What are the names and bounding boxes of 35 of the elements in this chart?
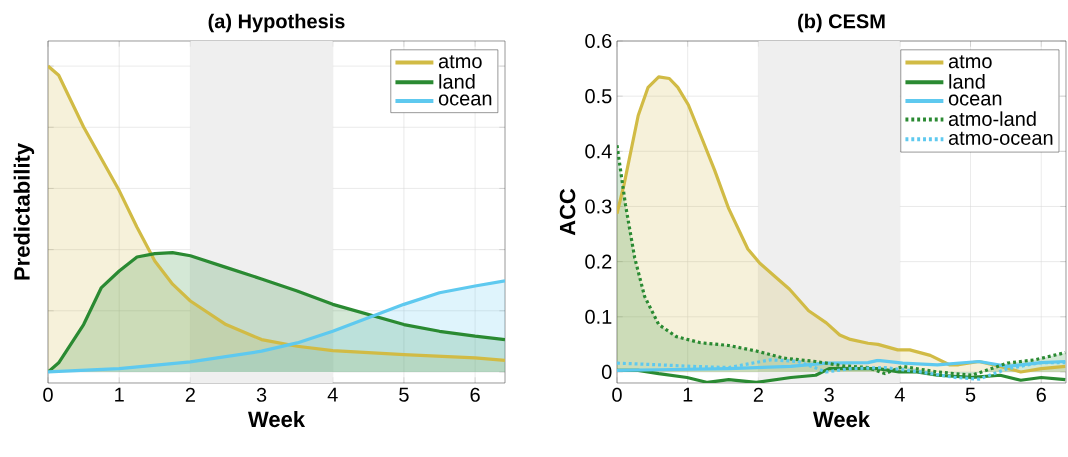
x-tick-label: 5 <box>965 387 976 402</box>
legend-label: atmo-land <box>948 111 1036 127</box>
legend-label: land <box>439 74 475 89</box>
x-tick-label: 3 <box>256 387 267 402</box>
legend-label: atmo <box>948 55 992 69</box>
x-axis-title: Week <box>812 411 871 428</box>
x-tick-label: 4 <box>327 387 338 402</box>
x-axis-title: Week <box>247 411 306 428</box>
x-tick-label: 1 <box>115 387 124 402</box>
x-tick-label: 4 <box>894 387 905 402</box>
y-tick-label: 0.1 <box>585 309 612 324</box>
y-tick-label: 0.5 <box>585 89 612 104</box>
x-tick-label: 6 <box>1036 387 1046 402</box>
legend-label: ocean <box>438 94 492 106</box>
legend-label: ocean <box>948 94 1002 106</box>
x-tick-label: 2 <box>185 387 195 402</box>
y-tick-label: 0 <box>601 364 612 380</box>
y-tick-label: 0.2 <box>585 254 612 269</box>
y-axis-title: Predictability <box>13 143 35 280</box>
legend-label: land <box>949 74 985 89</box>
legend-label: atmo <box>438 55 482 69</box>
x-tick-label: 6 <box>470 387 480 402</box>
y-tick-label: 0.6 <box>585 33 612 49</box>
x-tick-label: 0 <box>43 387 53 402</box>
x-tick-label: 1 <box>683 387 693 402</box>
x-tick-label: 3 <box>824 387 834 402</box>
x-tick-label: 0 <box>612 387 622 402</box>
legend-label: atmo-ocean <box>948 131 1053 145</box>
y-tick-label: 0.3 <box>585 199 612 214</box>
x-tick-label: 2 <box>753 387 763 402</box>
chart-title: (a) Hypothesis <box>208 13 345 33</box>
chart-title: (b) CESM <box>798 13 885 33</box>
x-tick-label: 5 <box>399 387 409 402</box>
y-axis-title: ACC <box>559 188 576 236</box>
y-tick-label: 0.4 <box>585 144 612 159</box>
